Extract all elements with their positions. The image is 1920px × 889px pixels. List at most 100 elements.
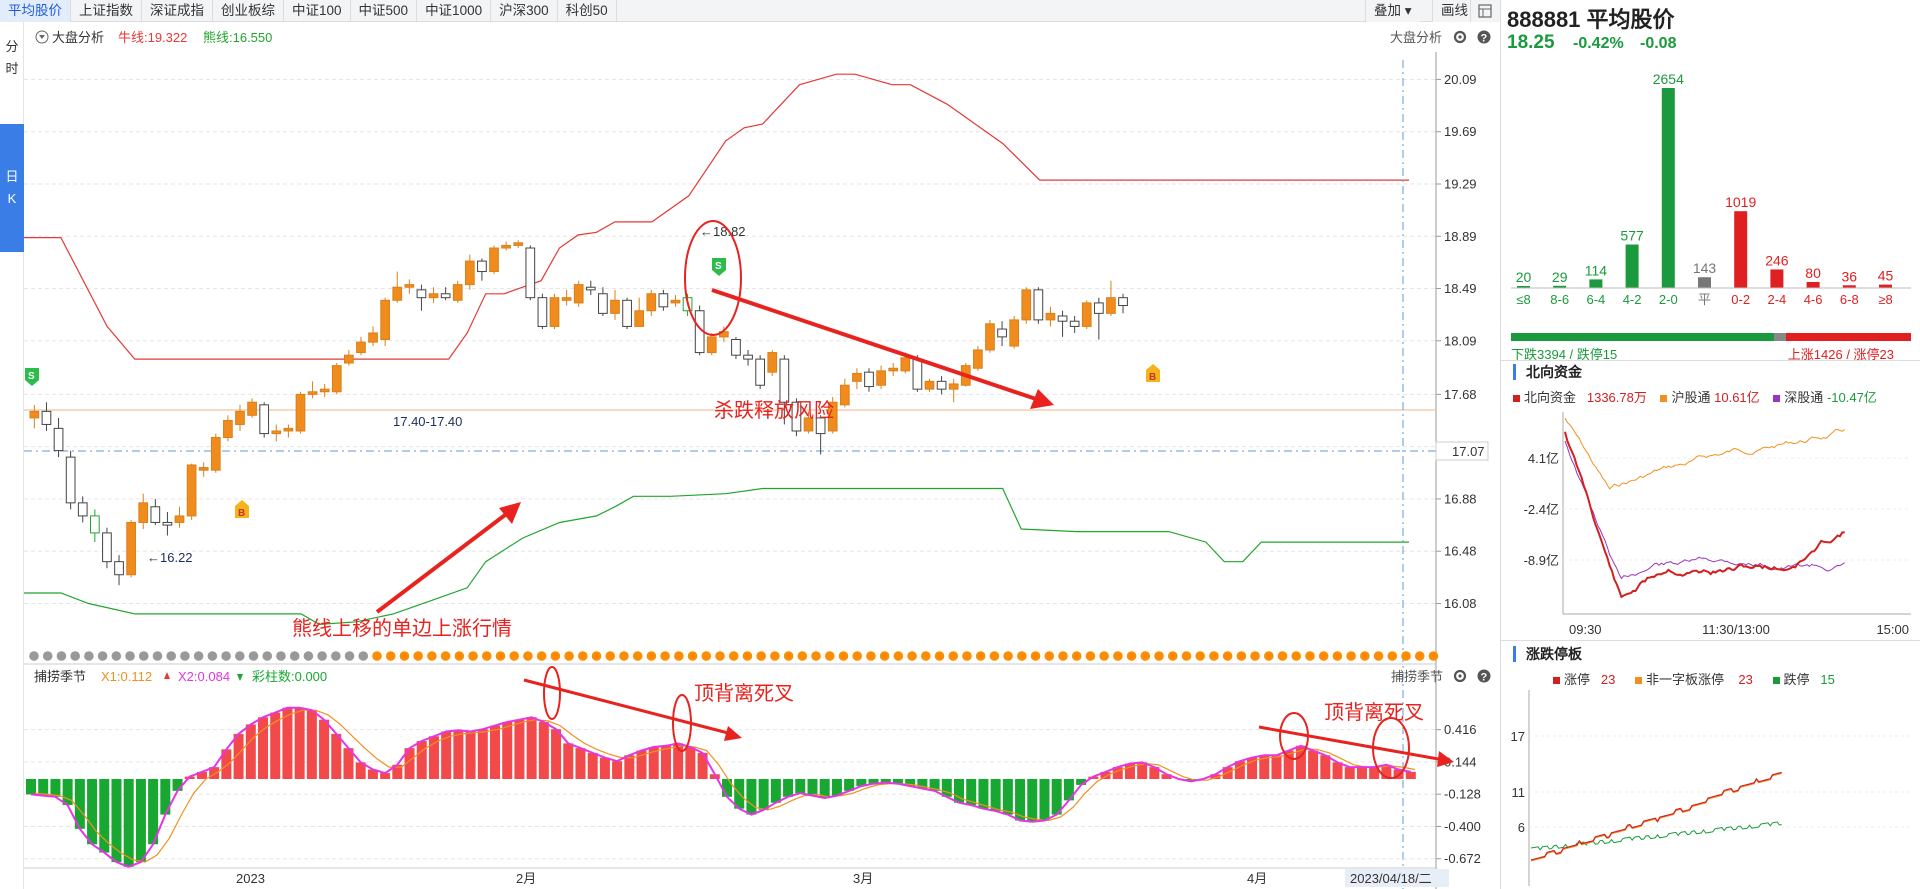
tab-csi100[interactable]: 中证100 bbox=[284, 0, 351, 22]
osc-bar bbox=[599, 757, 610, 779]
oscillator-histogram bbox=[26, 707, 1416, 867]
limit-board-title: 涨跌停板 bbox=[1513, 646, 1582, 662]
oscillator-name[interactable]: 捕捞季节 bbox=[34, 669, 86, 684]
tab-csi500[interactable]: 中证500 bbox=[351, 0, 418, 22]
dist-bar-label: 6-4 bbox=[1587, 292, 1606, 307]
oscillator-help-icon[interactable]: ? bbox=[1477, 669, 1491, 684]
breadth-flat-segment bbox=[1774, 333, 1786, 341]
osc-bar bbox=[526, 717, 537, 779]
osc-bar bbox=[978, 779, 989, 809]
osc-tick-label: -0.128 bbox=[1444, 787, 1481, 802]
candle bbox=[839, 378, 850, 408]
intraday-button[interactable]: 分 时 bbox=[5, 39, 19, 76]
osc-bar bbox=[831, 779, 842, 796]
help-icon[interactable]: ? bbox=[1477, 30, 1491, 45]
draw-line-button[interactable]: 画线 bbox=[1432, 0, 1476, 22]
osc-bar bbox=[1234, 761, 1245, 779]
osc-bar bbox=[1405, 771, 1416, 779]
osc-bar bbox=[758, 779, 769, 810]
candle bbox=[513, 240, 524, 249]
candle bbox=[319, 383, 330, 397]
osc-bar bbox=[258, 717, 269, 779]
candle bbox=[283, 424, 294, 438]
signal-dot bbox=[97, 651, 108, 661]
osc-tick-label: 0.144 bbox=[1444, 754, 1477, 769]
candle bbox=[440, 287, 451, 301]
oscillator-settings-icon[interactable] bbox=[1453, 669, 1467, 683]
signal-dot bbox=[866, 651, 876, 661]
candle bbox=[573, 280, 584, 307]
dist-bar-value: 80 bbox=[1805, 265, 1821, 281]
overlay-button[interactable]: 叠加 ▾ bbox=[1365, 0, 1420, 22]
osc-bar bbox=[233, 733, 244, 779]
signal-dot bbox=[1305, 651, 1315, 661]
signal-dot bbox=[207, 651, 218, 661]
oscillator-header: 捕捞季节 X1:0.112 X2:0.084 彩柱数:0.000 捕捞季节 ? bbox=[34, 669, 1491, 684]
osc-bar bbox=[636, 750, 647, 779]
sell-signal-icon: S bbox=[25, 368, 39, 386]
osc-bar bbox=[1186, 779, 1197, 782]
tab-shanghai-index[interactable]: 上证指数 bbox=[71, 0, 142, 22]
osc-bar bbox=[38, 779, 49, 796]
tab-csi300[interactable]: 沪深300 bbox=[491, 0, 558, 22]
candle bbox=[356, 336, 366, 356]
tab-average-price[interactable]: 平均股价 bbox=[0, 0, 71, 22]
tab-star50[interactable]: 科创50 bbox=[558, 0, 617, 22]
tab-shenzhen-index[interactable]: 深证成指 bbox=[142, 0, 213, 22]
dist-bar-label: 4-6 bbox=[1804, 292, 1823, 307]
signal-dot bbox=[1401, 651, 1411, 661]
candle bbox=[452, 280, 463, 303]
dist-bar bbox=[1879, 284, 1892, 288]
osc-bar bbox=[428, 736, 439, 779]
candle bbox=[864, 368, 874, 392]
osc-bar bbox=[929, 779, 940, 791]
north-x-tick: 11:30/13:00 bbox=[1702, 622, 1770, 637]
signal-dot bbox=[262, 651, 273, 661]
candle bbox=[404, 279, 415, 294]
market-analysis-label[interactable]: 大盘分析 bbox=[52, 30, 104, 45]
osc-bar bbox=[819, 779, 830, 798]
osc-bar bbox=[148, 779, 159, 845]
candle bbox=[1045, 306, 1056, 327]
signal-dot bbox=[605, 651, 616, 661]
daily-kline-button[interactable]: 日 K bbox=[0, 124, 24, 252]
candle bbox=[815, 415, 826, 455]
dist-bar-label: 平 bbox=[1698, 292, 1711, 307]
osc-bar bbox=[1271, 755, 1282, 779]
settings-gear-icon[interactable] bbox=[1453, 30, 1467, 44]
signal-dot bbox=[1195, 651, 1205, 661]
candle bbox=[1118, 293, 1128, 314]
candle bbox=[259, 402, 270, 438]
price-tick-label: 16.08 bbox=[1444, 596, 1477, 611]
tab-csi1000[interactable]: 中证1000 bbox=[417, 0, 492, 22]
signal-dot bbox=[687, 651, 698, 661]
current-price-tag bbox=[1435, 441, 1489, 461]
kline-chart: 大盘分析 牛线:19.322 熊线:16.550 大盘分析 ? 20.09 19.… bbox=[24, 30, 1491, 889]
osc-bar bbox=[1015, 779, 1026, 821]
tab-chinext[interactable]: 创业板综 bbox=[213, 0, 284, 22]
osc-bar bbox=[441, 731, 452, 779]
candle bbox=[126, 519, 136, 578]
osc-bar bbox=[905, 779, 916, 787]
price-tick-label: 18.09 bbox=[1444, 333, 1477, 348]
candle bbox=[464, 254, 475, 290]
signal-dot bbox=[1373, 651, 1384, 661]
grid-icon[interactable] bbox=[1470, 0, 1500, 22]
dist-bar bbox=[1806, 281, 1820, 288]
candle bbox=[1021, 287, 1032, 324]
osc-bar bbox=[966, 779, 977, 806]
signal-dot bbox=[1222, 651, 1233, 661]
osc-bar bbox=[74, 779, 85, 829]
candle bbox=[380, 297, 391, 347]
candle bbox=[1069, 315, 1080, 333]
candle bbox=[779, 355, 790, 425]
limit-board-legend: 涨停 23 非一字板涨停 23 跌停 15 bbox=[1553, 669, 1845, 688]
up-trend-arrow bbox=[375, 510, 511, 614]
signal-dot bbox=[84, 651, 94, 661]
collapse-icon[interactable] bbox=[35, 30, 49, 44]
osc-bar bbox=[221, 749, 232, 779]
dist-bar bbox=[1553, 285, 1567, 288]
osc-bar bbox=[367, 769, 378, 779]
signal-dot bbox=[1113, 651, 1123, 661]
